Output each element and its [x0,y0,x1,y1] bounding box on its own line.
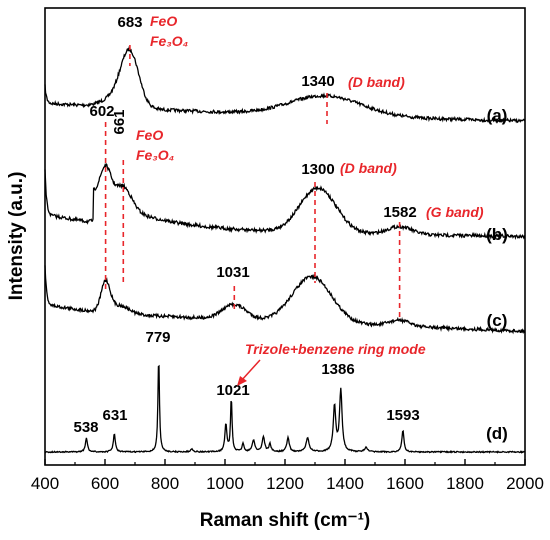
peak-label: 1582 [383,204,416,221]
x-tick-label: 600 [91,474,119,493]
x-tick-label: 400 [31,474,59,493]
x-tick-label: 1200 [266,474,304,493]
x-tick-label: 1000 [206,474,244,493]
series-label: (b) [486,225,508,244]
series-trace-2 [44,162,526,241]
x-tick-label: 800 [151,474,179,493]
peak-label: 1021 [216,382,249,399]
x-axis: 400 600 800 1000 1200 1400 1600 1800 2000 [31,459,544,493]
x-tick-label: 1800 [446,474,484,493]
peak-label: 1300 [301,161,334,178]
series-label: (a) [487,106,508,125]
annotation-label: Fe₃O₄ [136,147,174,163]
annotation-label: FeO [150,13,177,29]
peak-label: 683 [117,14,142,31]
peak-label: 1386 [321,361,354,378]
annotation-label: FeO [136,127,163,143]
traces-group [44,45,526,454]
x-axis-title: Raman shift (cm⁻¹) [200,510,371,531]
annotation-label: (G band) [426,204,484,220]
peak-label: 1593 [386,407,419,424]
peak-label: 1340 [301,73,334,90]
peak-label: 538 [73,419,98,436]
annotation-label: (D band) [340,160,397,176]
annotation-label: (D band) [348,74,405,90]
x-tick-label: 2000 [506,474,544,493]
series-label: (c) [487,311,508,330]
series-trace-1 [44,45,526,124]
peak-label: 631 [102,407,127,424]
series-label: (d) [486,424,508,443]
annotation-label: Fe₃O₄ [150,33,188,49]
series-trace-3 [44,265,526,335]
annotation-label: Trizole+benzene ring mode [245,341,426,357]
annotation-arrowhead [237,376,247,386]
peak-label: 661 [111,109,128,134]
x-tick-label: 1400 [326,474,364,493]
peak-marker-group [104,45,401,320]
peak-label: 1031 [216,264,249,281]
annotation-arrow [240,359,261,382]
series-trace-4 [44,364,526,454]
x-tick-label: 1600 [386,474,424,493]
y-axis-title: Intensity (a.u.) [6,172,27,301]
peak-label: 602 [89,103,114,120]
peak-label: 779 [145,329,170,346]
